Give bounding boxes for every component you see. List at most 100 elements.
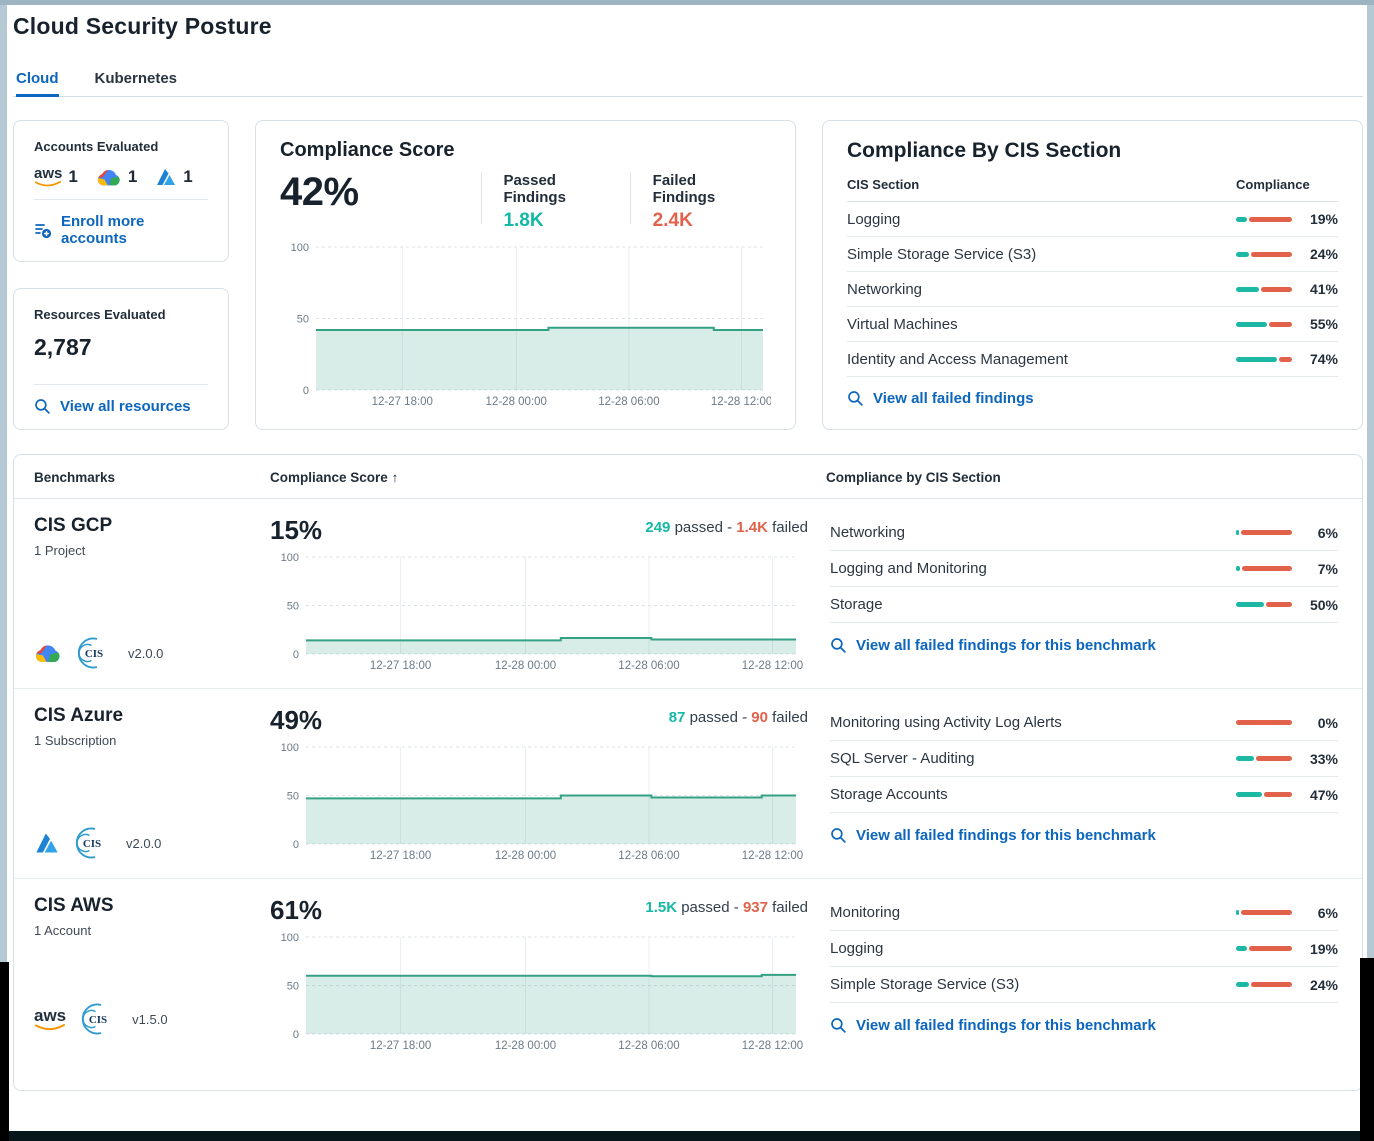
svg-text:12-28 12:00: 12-28 12:00 bbox=[711, 396, 771, 408]
desktop-backdrop bbox=[0, 962, 9, 1141]
view-all-failed-findings-link[interactable]: View all failed findings bbox=[847, 377, 1338, 407]
svg-text:12-28 12:00: 12-28 12:00 bbox=[742, 1040, 803, 1052]
compliance-minibar bbox=[1236, 530, 1292, 535]
benchmark-scope: 1 Account bbox=[34, 923, 92, 938]
view-failed-findings-benchmark-label: View all failed findings for this benchm… bbox=[856, 1017, 1156, 1034]
compliance-minibar bbox=[1236, 756, 1292, 761]
window-frame-left bbox=[0, 5, 7, 962]
cis-aws-compliance-chart: 100 50 0 12-27 18:00 12-28 00:00 12-28 06:00 1… bbox=[270, 932, 804, 1054]
compliance-percent: 6% bbox=[1317, 524, 1338, 541]
view-all-resources-link[interactable]: View all resources bbox=[34, 385, 208, 415]
compliance-by-cis-section-column-header: Compliance by CIS Section bbox=[826, 470, 1001, 485]
compliance-percent: 50% bbox=[1309, 596, 1338, 613]
cis-section-label: Logging and Monitoring bbox=[830, 560, 987, 577]
table-row: Storage 50% bbox=[830, 587, 1338, 623]
svg-text:0: 0 bbox=[303, 385, 309, 397]
benchmark-version: v1.5.0 bbox=[132, 1011, 168, 1027]
table-row: SQL Server - Auditing 33% bbox=[830, 741, 1338, 777]
view-failed-findings-benchmark-label: View all failed findings for this benchm… bbox=[856, 827, 1156, 844]
svg-text:12-28 00:00: 12-28 00:00 bbox=[495, 850, 556, 862]
compliance-minibar bbox=[1236, 792, 1292, 797]
cis-section-label: Networking bbox=[830, 524, 906, 541]
cis-section-column-header: CIS Section bbox=[847, 177, 920, 192]
benchmark-version: v2.0.0 bbox=[128, 645, 164, 661]
view-all-resources-label: View all resources bbox=[60, 398, 191, 415]
accounts-evaluated-card: Accounts Evaluated aws 1 bbox=[13, 120, 229, 262]
view-failed-findings-benchmark-link[interactable]: View all failed findings for this benchm… bbox=[830, 1003, 1338, 1034]
search-icon bbox=[831, 638, 846, 653]
cis-table-header: CIS Section Compliance bbox=[847, 177, 1338, 202]
compliance-score-card: Compliance Score 42% Passed Findings 1.8… bbox=[255, 120, 796, 430]
table-row: Logging and Monitoring 7% bbox=[830, 551, 1338, 587]
azure-account-count: 1 bbox=[183, 167, 193, 186]
compliance-minibar bbox=[1236, 946, 1292, 951]
azure-logo-icon bbox=[157, 169, 176, 185]
page-title: Cloud Security Posture bbox=[13, 13, 272, 39]
table-row: Logging 19% bbox=[830, 931, 1338, 967]
azure-logo-icon bbox=[36, 833, 58, 853]
cis-section-label: Simple Storage Service (S3) bbox=[830, 976, 1020, 993]
svg-text:50: 50 bbox=[287, 601, 299, 613]
table-row-cis-gcp: CIS GCP 1 Project bbox=[14, 499, 1362, 688]
cis-section-label: Storage Accounts bbox=[830, 786, 948, 803]
compliance-by-cis-section-card: Compliance By CIS Section CIS Section Co… bbox=[822, 120, 1363, 430]
table-row: Monitoring using Activity Log Alerts 0% bbox=[830, 705, 1338, 741]
compliance-minibar bbox=[1236, 602, 1292, 607]
passed-findings-label: Passed Findings bbox=[503, 172, 566, 206]
desktop-backdrop bbox=[0, 1131, 1374, 1141]
resources-evaluated-card: Resources Evaluated 2,787 View all resou… bbox=[13, 288, 229, 430]
compliance-percent: 24% bbox=[1309, 976, 1338, 993]
accounts-evaluated-title: Accounts Evaluated bbox=[34, 139, 159, 154]
passed-findings-value: 1.8K bbox=[503, 210, 544, 231]
cis-section-label: SQL Server - Auditing bbox=[830, 750, 975, 767]
cis-section-label: Logging bbox=[830, 940, 884, 957]
compliance-minibar bbox=[1236, 910, 1292, 915]
table-row: Networking 41% bbox=[847, 272, 1338, 307]
compliance-column-header: Compliance bbox=[1236, 177, 1310, 192]
failed-findings-block: Failed Findings 2.4K bbox=[631, 170, 771, 232]
compliance-minibar bbox=[1236, 251, 1292, 257]
benchmark-score: 61% bbox=[270, 895, 323, 925]
enroll-more-accounts-link[interactable]: Enroll more accounts bbox=[34, 200, 208, 247]
cis-section-label: Monitoring using Activity Log Alerts bbox=[830, 714, 1062, 731]
divider bbox=[34, 384, 208, 385]
view-failed-findings-benchmark-link[interactable]: View all failed findings for this benchm… bbox=[830, 623, 1338, 654]
svg-text:100: 100 bbox=[281, 932, 299, 944]
svg-text:12-27 18:00: 12-27 18:00 bbox=[372, 396, 433, 408]
compliance-minibar bbox=[1236, 982, 1292, 987]
failed-findings-value: 2.4K bbox=[652, 210, 693, 231]
passed-failed-summary: 1.5K passed - 937 failed bbox=[645, 899, 808, 916]
svg-text:12-28 06:00: 12-28 06:00 bbox=[618, 850, 679, 862]
cis-logo-icon: CIS bbox=[76, 636, 110, 670]
view-failed-findings-benchmark-link[interactable]: View all failed findings for this benchm… bbox=[830, 813, 1338, 844]
gcp-logo-icon bbox=[35, 644, 60, 662]
svg-text:CIS: CIS bbox=[85, 648, 103, 660]
compliance-percent: 41% bbox=[1309, 281, 1338, 297]
benchmarks-table: Benchmarks Compliance Score ↑ Compliance… bbox=[13, 454, 1363, 1091]
desktop-backdrop bbox=[1360, 958, 1374, 1141]
compliance-minibar bbox=[1236, 216, 1292, 222]
table-row: Simple Storage Service (S3) 24% bbox=[830, 967, 1338, 1003]
benchmarks-column-header: Benchmarks bbox=[34, 470, 116, 485]
benchmarks-table-header: Benchmarks Compliance Score ↑ Compliance… bbox=[14, 455, 1362, 499]
cis-azure-compliance-chart: 100 50 0 12-27 18:00 12-28 00:00 12-28 06:00 1… bbox=[270, 742, 804, 864]
svg-text:12-28 06:00: 12-28 06:00 bbox=[618, 660, 679, 672]
table-row: Identity and Access Management 74% bbox=[847, 342, 1338, 377]
table-row: Networking 6% bbox=[830, 515, 1338, 551]
table-row: Storage Accounts 47% bbox=[830, 777, 1338, 813]
compliance-percent: 55% bbox=[1309, 316, 1338, 332]
table-row-cis-aws: CIS AWS 1 Account aws CIS v1.5.0 bbox=[14, 878, 1362, 1090]
tab-cloud[interactable]: Cloud bbox=[16, 64, 59, 97]
svg-text:0: 0 bbox=[293, 839, 299, 851]
table-row: Simple Storage Service (S3) 24% bbox=[847, 237, 1338, 272]
compliance-score-column-header[interactable]: Compliance Score ↑ bbox=[270, 470, 399, 485]
compliance-minibar bbox=[1236, 286, 1292, 292]
passed-findings-block: Passed Findings 1.8K bbox=[481, 170, 629, 232]
aws-account-count: 1 bbox=[68, 167, 78, 186]
compliance-percent: 33% bbox=[1309, 750, 1338, 767]
search-icon bbox=[831, 828, 846, 843]
compliance-percent: 24% bbox=[1309, 246, 1338, 262]
tab-kubernetes[interactable]: Kubernetes bbox=[94, 70, 178, 87]
benchmark-score: 49% bbox=[270, 705, 323, 735]
